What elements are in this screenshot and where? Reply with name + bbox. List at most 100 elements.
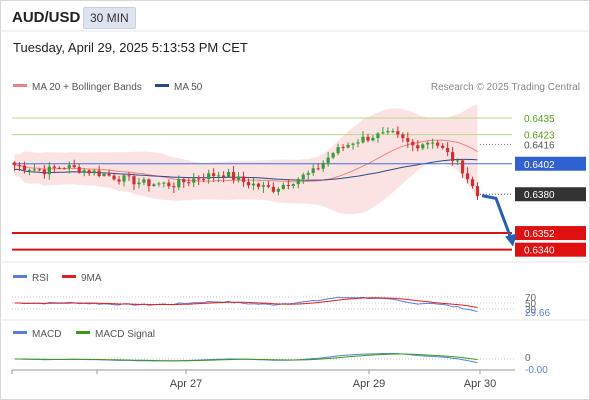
candle-body	[172, 186, 176, 188]
candle-body	[321, 162, 325, 169]
level-tag-box	[515, 187, 586, 202]
candle-body	[326, 157, 330, 163]
ma50-line	[14, 158, 478, 181]
candle-body	[301, 174, 305, 180]
candle-body	[202, 179, 206, 181]
x-tick-label: Apr 30	[464, 378, 496, 390]
macd-line	[14, 353, 478, 364]
candle-body	[162, 182, 166, 184]
candle-body	[212, 173, 216, 177]
candle-body	[117, 179, 121, 182]
candle-body	[157, 183, 161, 185]
level-tag-label: 0.6435	[524, 114, 555, 125]
candle-body	[207, 173, 211, 180]
candle-body	[371, 137, 375, 141]
level-tag-label: 0.6416	[524, 140, 555, 151]
legend-label-macd-signal: MACD Signal	[95, 329, 155, 340]
x-axis-ticks: Apr 27 Apr 29 Apr 30	[11, 370, 496, 390]
candle-body	[192, 178, 196, 183]
legend-swatch-bollinger	[13, 84, 27, 87]
candle-body	[167, 182, 171, 187]
candle-body	[97, 170, 101, 177]
candle-body	[455, 160, 460, 162]
level-tag-label: 0.6340	[524, 246, 555, 257]
candle-body	[251, 183, 256, 186]
candle-body	[236, 176, 241, 180]
candle-body	[276, 188, 280, 192]
legend-swatch-rsi-9ma	[62, 275, 76, 278]
candle-body	[406, 138, 410, 142]
candle-body	[197, 178, 201, 180]
candle-body	[391, 131, 395, 133]
candle-body	[37, 169, 41, 171]
bollinger-band-area	[14, 104, 478, 215]
candle-body	[72, 165, 76, 168]
forecast-arrow	[481, 194, 513, 240]
legend-label-macd: MACD	[32, 329, 61, 340]
candle-body	[17, 165, 22, 167]
candle-body	[460, 160, 465, 174]
candle-body	[446, 147, 450, 153]
candle-body	[42, 169, 46, 175]
candle-body	[286, 184, 290, 186]
candle-body	[331, 153, 335, 158]
candlestick-series	[12, 126, 480, 200]
candle-body	[281, 184, 285, 189]
rsi-level-label: 50	[525, 299, 537, 310]
candle-body	[346, 144, 350, 148]
candle-body	[52, 166, 56, 168]
candle-body	[475, 186, 480, 197]
x-tick-label: Apr 27	[170, 378, 202, 390]
level-tag-box	[515, 156, 586, 171]
candle-body	[451, 152, 455, 162]
symbol-title: AUD/USD	[12, 9, 81, 26]
x-axis: Apr 27 Apr 29 Apr 30	[11, 369, 515, 390]
forecast-arrowhead	[505, 233, 517, 247]
level-tag-label: 0.6352	[524, 229, 555, 240]
candle-body	[316, 168, 320, 170]
candle-body	[12, 162, 17, 166]
candle-body	[152, 184, 156, 186]
timeframe-badge[interactable]: 30 MIN	[83, 7, 136, 29]
legend-swatch-macd-signal	[76, 331, 90, 334]
candle-body	[62, 168, 66, 170]
candle-body	[77, 167, 81, 173]
candle-body	[112, 175, 116, 180]
rsi-9ma-line	[14, 297, 478, 308]
candle-body	[32, 169, 37, 171]
legend-swatch-macd	[13, 331, 27, 334]
candle-body	[82, 170, 86, 173]
legend-label-rsi-9ma: 9MA	[81, 273, 102, 284]
candle-body	[356, 142, 360, 144]
candle-body	[336, 147, 340, 154]
legend-label-ma50: MA 50	[174, 82, 203, 93]
candle-body	[231, 171, 236, 180]
candle-body	[296, 179, 300, 185]
macd-signal-line	[14, 353, 478, 362]
candle-body	[386, 131, 390, 133]
candle-body	[246, 182, 251, 186]
candle-body	[341, 147, 345, 149]
candle-body	[416, 145, 420, 149]
candle-body	[67, 165, 71, 169]
candle-body	[217, 175, 221, 177]
macd-zero-label: 0	[525, 353, 531, 364]
credit-text: Research © 2025 Trading Central	[431, 82, 580, 93]
level-lines	[12, 117, 512, 251]
candle-body	[182, 179, 186, 183]
legend-swatch-ma50	[155, 84, 169, 87]
candle-body	[147, 179, 151, 186]
candle-body	[470, 179, 475, 187]
candle-body	[311, 168, 315, 173]
candle-body	[426, 142, 430, 145]
candle-body	[107, 173, 111, 176]
rsi-level-label: 70	[525, 293, 537, 304]
candle-body	[441, 145, 445, 148]
level-tag-box	[515, 242, 586, 257]
candle-body	[221, 175, 226, 177]
